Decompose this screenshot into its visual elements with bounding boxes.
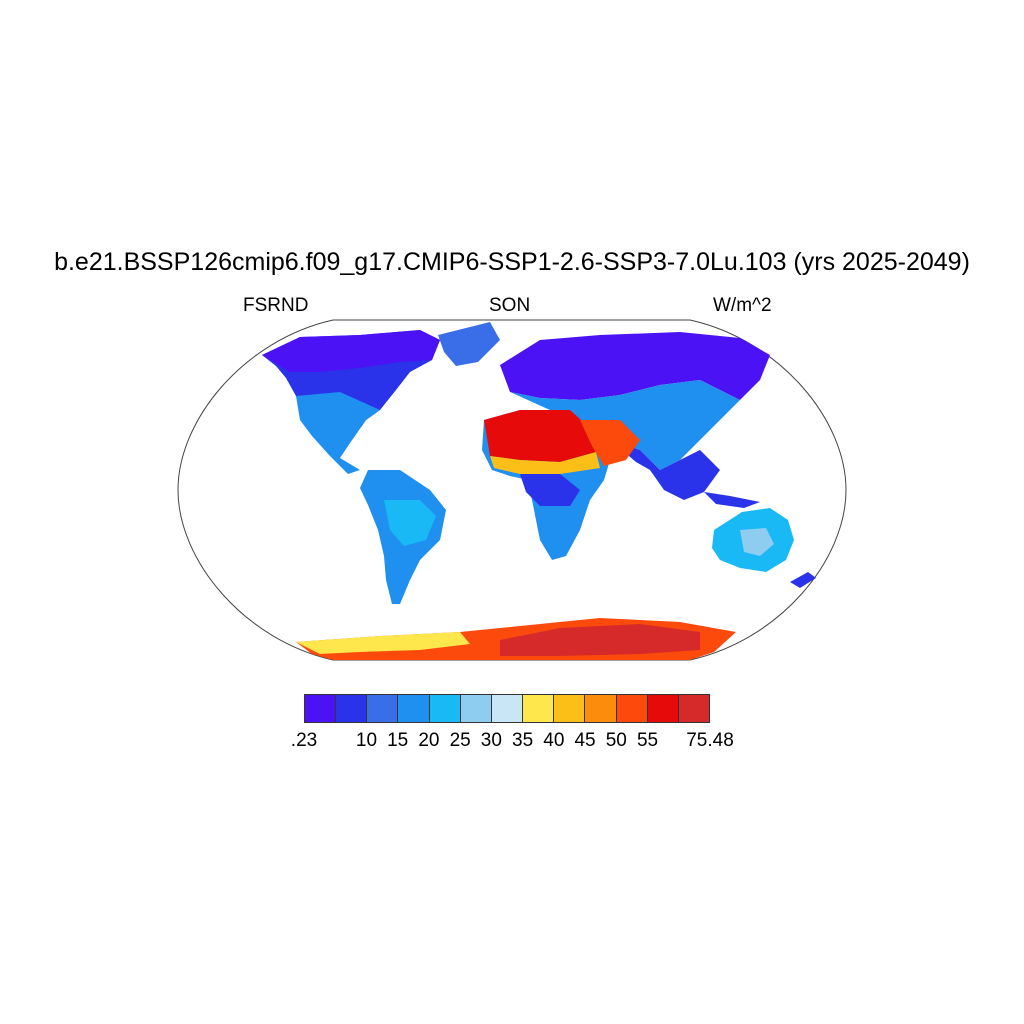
units-label: W/m^2 — [713, 295, 772, 316]
colorbar-tick-label: 20 — [418, 730, 440, 751]
variable-label: FSRND — [243, 295, 309, 316]
antarctica-interior — [500, 624, 700, 656]
asia-south — [610, 440, 720, 500]
colorbar — [304, 694, 710, 723]
colorbar-box-12 — [678, 695, 710, 722]
colorbar-tick-label: 15 — [387, 730, 409, 751]
colorbar-box-1 — [336, 695, 368, 722]
colorbar-box-6 — [491, 695, 524, 722]
sahara-edge — [490, 452, 600, 474]
colorbar-box-5 — [460, 695, 492, 722]
greenland — [438, 322, 500, 366]
australia-center — [740, 528, 774, 556]
eurasia-north — [500, 332, 770, 400]
colorbar-box-9 — [585, 695, 617, 722]
colorbar-tick-label: 40 — [543, 730, 565, 751]
north-america-arctic — [262, 330, 440, 372]
map-title: b.e21.BSSP126cmip6.f09_g17.CMIP6-SSP1-2.… — [54, 248, 970, 276]
colorbar-tick-label: 35 — [512, 730, 534, 751]
colorbar-box-0 — [305, 695, 337, 722]
colorbar-tick-label: 55 — [636, 730, 659, 751]
arabia — [580, 420, 640, 466]
antarctica-coast — [296, 632, 470, 654]
season-label: SON — [489, 295, 531, 316]
colorbar-box-11 — [647, 695, 679, 722]
indonesia — [704, 492, 760, 508]
colorbar-tick-label: 30 — [480, 730, 502, 751]
north-america-south — [296, 392, 380, 474]
colorbar-tick-label: 75.48 — [686, 730, 734, 751]
colorbar-tick-label: .23 — [290, 730, 318, 751]
colorbar-box-7 — [523, 695, 555, 722]
colorbar-tick-label: 50 — [605, 730, 627, 751]
south-america-center — [384, 500, 436, 546]
colorbar-tick-label: 10 — [355, 730, 378, 751]
central-africa — [520, 474, 580, 506]
colorbar-box-4 — [429, 695, 461, 722]
colorbar-box-10 — [616, 695, 648, 722]
colorbar-box-8 — [554, 695, 586, 722]
sahara — [484, 410, 596, 462]
colorbar-box-2 — [367, 695, 399, 722]
colorbar-tick-label: 25 — [449, 730, 471, 751]
new-zealand — [790, 572, 816, 588]
colorbar-tick-label: 45 — [574, 730, 596, 751]
colorbar-box-3 — [398, 695, 430, 722]
